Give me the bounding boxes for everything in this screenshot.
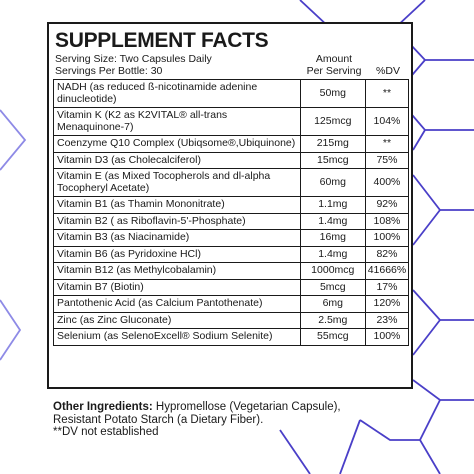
nutrient-amount: 16mg xyxy=(299,229,366,247)
nutrient-row: Vitamin D3 (as Cholecalciferol) 15mcg 75% xyxy=(53,151,410,169)
nutrient-dv: 92% xyxy=(364,196,410,214)
nutrient-amount: 2.5mg xyxy=(299,311,366,329)
hex-line xyxy=(339,419,361,474)
nutrient-row: Vitamin K (K2 as K2VITAL® all-trans Mena… xyxy=(53,107,410,136)
dv-header: %DV xyxy=(376,65,400,77)
nutrient-row: Vitamin B2 ( as Riboflavin-5'-Phosphate)… xyxy=(53,212,410,230)
nutrient-amount: 50mg xyxy=(299,79,366,108)
nutrient-name: Vitamin B3 (as Niacinamide) xyxy=(53,229,301,247)
nutrient-row: Selenium (as SelenoExcell® Sodium Seleni… xyxy=(53,328,410,346)
nutrient-table: NADH (as reduced ß-nicotinamide adenine … xyxy=(53,79,410,346)
nutrient-amount: 15mcg xyxy=(299,151,366,169)
nutrient-dv: 400% xyxy=(364,168,410,197)
nutrient-name: Vitamin B7 (Biotin) xyxy=(53,278,301,296)
supplement-facts-panel: SUPPLEMENT FACTS Serving Size: Two Capsu… xyxy=(47,22,413,389)
nutrient-name: Pantothenic Acid (as Calcium Pantothenat… xyxy=(53,295,301,313)
nutrient-name: Selenium (as SelenoExcell® Sodium Seleni… xyxy=(53,328,301,346)
hex-line xyxy=(279,429,311,474)
amount-header-line1: Amount xyxy=(315,53,353,65)
nutrient-dv: 104% xyxy=(364,107,410,136)
other-ingredients-text: Hypromellose (Vegetarian Capsule), Resis… xyxy=(53,401,341,426)
nutrient-row: Vitamin B7 (Biotin) 5mcg 17% xyxy=(53,278,410,296)
nutrient-amount: 6mg xyxy=(299,295,366,313)
dv-note: **DV not established xyxy=(53,426,159,439)
nutrient-dv: 82% xyxy=(364,245,410,263)
nutrient-amount: 215mg xyxy=(299,135,366,153)
nutrient-name: NADH (as reduced ß-nicotinamide adenine … xyxy=(53,79,301,108)
nutrient-dv: ** xyxy=(364,79,410,108)
hex-line xyxy=(412,319,441,356)
nutrient-name: Vitamin K (K2 as K2VITAL® all-trans Mena… xyxy=(53,107,301,136)
nutrient-row: Vitamin B12 (as Methylcobalamin) 1000mcg 4… xyxy=(53,262,410,280)
amount-header-line2: Per Serving xyxy=(306,64,362,77)
hex-line xyxy=(418,399,441,474)
nutrient-row: NADH (as reduced ß-nicotinamide adenine … xyxy=(53,79,410,108)
nutrient-amount: 1.4mg xyxy=(299,212,366,230)
nutrient-amount: 1000mcg xyxy=(299,262,366,280)
panel-title: SUPPLEMENT FACTS xyxy=(55,29,269,52)
hex-line xyxy=(359,419,420,441)
other-ingredients-label: Other Ingredients: xyxy=(53,401,153,413)
nutrient-name: Vitamin B6 (as Pyridoxine HCl) xyxy=(53,245,301,263)
other-ingredients: Other Ingredients: Hypromellose (Vegetar… xyxy=(53,401,353,426)
nutrient-row: Vitamin B3 (as Niacinamide) 16mg 100% xyxy=(53,229,410,247)
nutrient-name: Vitamin B12 (as Methylcobalamin) xyxy=(53,262,301,280)
nutrient-dv: 120% xyxy=(364,295,410,313)
nutrient-dv: 23% xyxy=(364,311,410,329)
nutrient-dv: ** xyxy=(364,135,410,153)
hex-line xyxy=(0,299,22,361)
nutrient-dv: 41666% xyxy=(364,262,410,280)
nutrient-name: Vitamin E (as Mixed Tocopherols and dl-a… xyxy=(53,168,301,197)
hex-line xyxy=(412,209,441,246)
hex-line xyxy=(412,289,474,321)
nutrient-row: Coenzyme Q10 Complex (Ubiqsome®,Ubiquino… xyxy=(53,135,410,153)
nutrient-row: Pantothenic Acid (as Calcium Pantothenat… xyxy=(53,295,410,313)
nutrient-amount: 1.4mg xyxy=(299,245,366,263)
amount-per-serving-header: Amount Per Serving xyxy=(294,53,374,77)
servings-per-bottle: Servings Per Bottle: 30 xyxy=(55,64,163,77)
nutrient-row: Vitamin E (as Mixed Tocopherols and dl-a… xyxy=(53,168,410,197)
hex-line xyxy=(412,379,474,401)
nutrient-dv: 100% xyxy=(364,328,410,346)
nutrient-name: Zinc (as Zinc Gluconate) xyxy=(53,311,301,329)
nutrient-dv: 100% xyxy=(364,229,410,247)
nutrient-dv: 75% xyxy=(364,151,410,169)
serving-size: Serving Size: Two Capsules Daily xyxy=(55,53,212,65)
hex-line xyxy=(412,129,426,151)
nutrient-name: Coenzyme Q10 Complex (Ubiqsome®,Ubiquino… xyxy=(53,135,301,153)
nutrient-amount: 60mg xyxy=(299,168,366,197)
serving-info: Serving Size: Two Capsules Daily Serving… xyxy=(55,53,212,77)
nutrient-row: Vitamin B6 (as Pyridoxine HCl) 1.4mg 82% xyxy=(53,245,410,263)
nutrient-name: Vitamin B1 (as Thamin Mononitrate) xyxy=(53,196,301,214)
nutrient-amount: 1.1mg xyxy=(299,196,366,214)
footer-notes: Other Ingredients: Hypromellose (Vegetar… xyxy=(53,401,353,439)
nutrient-row: Vitamin B1 (as Thamin Mononitrate) 1.1mg 9… xyxy=(53,196,410,214)
nutrient-amount: 5mcg xyxy=(299,278,366,296)
nutrient-dv: 17% xyxy=(364,278,410,296)
hex-line xyxy=(412,174,474,211)
nutrient-amount: 55mcg xyxy=(299,328,366,346)
nutrient-row: Zinc (as Zinc Gluconate) 2.5mg 23% xyxy=(53,311,410,329)
nutrient-name: Vitamin D3 (as Cholecalciferol) xyxy=(53,151,301,169)
nutrient-amount: 125mcg xyxy=(299,107,366,136)
nutrient-dv: 108% xyxy=(364,212,410,230)
nutrient-name: Vitamin B2 ( as Riboflavin-5'-Phosphate) xyxy=(53,212,301,230)
hex-line xyxy=(0,109,27,171)
